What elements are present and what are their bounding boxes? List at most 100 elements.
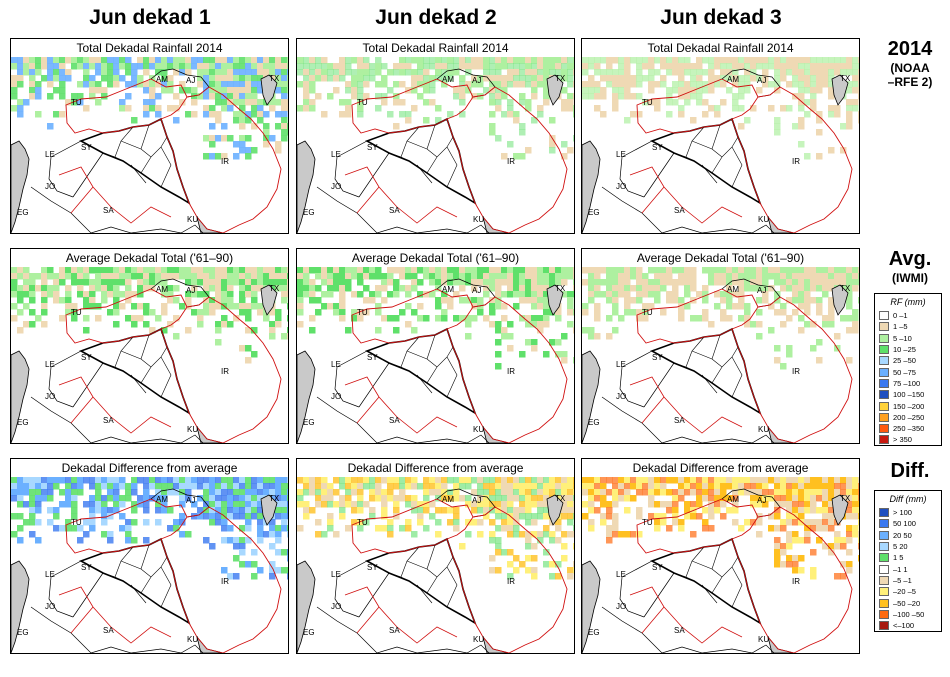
difference-legend-label: > 100 [893,508,912,518]
country-label-eg: EG [17,208,29,217]
country-label-ku: KU [473,635,484,644]
difference-legend-swatch [879,609,889,619]
country-label-le: LE [331,570,341,579]
country-label-le: LE [45,360,55,369]
country-label-tx: TX [269,74,280,83]
country-label-tx: TX [840,74,851,83]
country-label-sa: SA [103,206,114,215]
country-label-tx: TX [555,494,566,503]
country-label-am: AM [442,285,454,294]
country-label-ir: IR [507,367,515,376]
country-label-tu: TU [642,98,653,107]
country-label-le: LE [45,570,55,579]
country-label-am: AM [156,285,168,294]
country-label-tu: TU [357,518,368,527]
country-label-eg: EG [588,418,600,427]
country-label-eg: EG [17,418,29,427]
country-label-am: AM [727,495,739,504]
region-map: AM AJ TX TU SY IR LE JO EG SA KU [297,477,574,653]
country-label-am: AM [442,75,454,84]
rainfall-legend-item: 250 –350 [879,423,937,434]
rainfall-legend-swatch [879,401,889,411]
country-label-ku: KU [758,635,769,644]
rainfall-legend-item: 75 –100 [879,378,937,389]
country-label-eg: EG [303,418,315,427]
difference-legend-label: <–100 [893,621,915,631]
country-label-tu: TU [71,518,82,527]
rainfall-legend-swatch [879,378,889,388]
rainfall-legend-label: 100 –150 [893,390,925,400]
country-label-eg: EG [588,628,600,637]
country-label-sy: SY [81,143,92,152]
country-label-le: LE [616,570,626,579]
rainfall-legend-swatch [879,345,889,355]
difference-legend-label: 20 50 [893,530,912,540]
country-label-aj: AJ [757,286,766,295]
difference-legend: Diff (mm) > 100 50 100 20 50 5 20 1 5 –1 1 –5 … [874,490,942,632]
difference-legend-item: –50 –20 [879,597,937,608]
country-label-aj: AJ [472,496,481,505]
country-label-ir: IR [507,577,515,586]
country-label-aj: AJ [757,76,766,85]
country-label-jo: JO [45,392,55,401]
difference-legend-label: 1 5 [893,553,904,563]
country-label-ir: IR [507,157,515,166]
country-label-tu: TU [642,518,653,527]
rainfall-legend-label: 75 –100 [893,378,921,388]
country-label-ku: KU [473,425,484,434]
rainfall-legend-label: 0 –1 [893,311,908,321]
country-label-tu: TU [71,98,82,107]
panel-title: Dekadal Difference from average [582,459,859,477]
country-label-eg: EG [588,208,600,217]
rainfall-legend-swatch [879,390,889,400]
country-label-ku: KU [758,215,769,224]
country-label-sa: SA [674,206,685,215]
difference-legend-label: –20 –5 [893,587,916,597]
country-label-sa: SA [103,626,114,635]
region-map: AM AJ TX TU SY IR LE JO EG SA KU [297,57,574,233]
rainfall-legend-swatch [879,367,889,377]
map-panel: Total Dekadal Rainfall 2014 AM AJ TX TU SY IR L… [296,38,575,234]
country-label-aj: AJ [186,286,195,295]
rainfall-legend-swatch [879,412,889,422]
country-label-le: LE [616,360,626,369]
rainfall-legend-label: > 350 [893,435,912,445]
country-label-sy: SY [367,143,378,152]
difference-legend-title: Diff (mm) [889,494,927,504]
country-label-sy: SY [81,353,92,362]
difference-legend-label: –1 1 [893,564,908,574]
panel-title: Total Dekadal Rainfall 2014 [297,39,574,57]
country-label-ir: IR [792,367,800,376]
country-label-le: LE [331,360,341,369]
region-map: AM AJ TX TU SY IR LE JO EG SA KU [582,477,859,653]
rainfall-legend-swatch [879,322,889,332]
difference-legend-item: –20 –5 [879,586,937,597]
row-title-avg: Avg. (IWMI) [872,248,948,285]
country-label-am: AM [727,285,739,294]
difference-legend-item: 1 5 [879,552,937,563]
country-label-sy: SY [81,563,92,572]
country-label-tu: TU [357,98,368,107]
row-title-2014-main: 2014 [887,38,933,60]
country-label-eg: EG [17,628,29,637]
difference-legend-item: –1 1 [879,563,937,574]
rainfall-legend-swatch [879,356,889,366]
map-panel: Average Dekadal Total ('61–90) AM AJ TX TU SY… [296,248,575,444]
country-label-sy: SY [367,353,378,362]
rainfall-legend-label: 150 –200 [893,401,925,411]
country-label-le: LE [616,150,626,159]
country-label-ku: KU [187,425,198,434]
rainfall-legend-label: 1 –5 [893,322,908,332]
row-title-diff: Diff. [872,460,948,483]
difference-legend-item: 20 50 [879,530,937,541]
difference-legend-item: <–100 [879,620,937,631]
map-panel: Average Dekadal Total ('61–90) AM AJ TX TU SY… [581,248,860,444]
country-label-sa: SA [103,416,114,425]
country-label-ir: IR [792,577,800,586]
difference-legend-swatch [879,587,889,597]
rainfall-legend-swatch [879,435,889,445]
rainfall-legend-item: 25 –50 [879,355,937,366]
difference-legend-swatch [879,519,889,529]
country-label-jo: JO [45,182,55,191]
country-label-tx: TX [269,494,280,503]
